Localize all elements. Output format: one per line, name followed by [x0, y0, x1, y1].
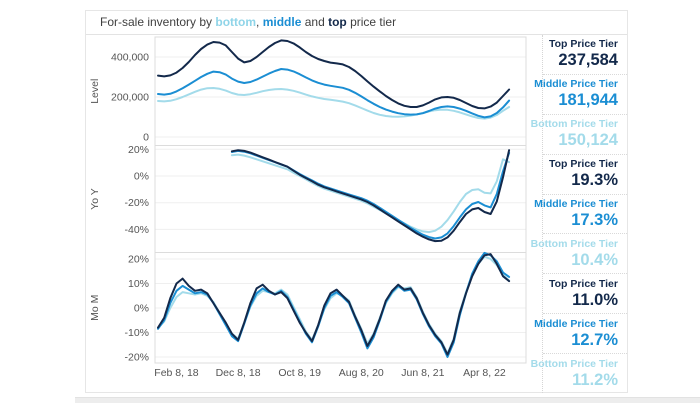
level-panel-frame: [154, 36, 527, 146]
stat-label: Top Price Tier: [548, 277, 618, 290]
stat-value: 150,124: [558, 131, 618, 150]
stat-mom-top: Top Price Tier 11.0%: [543, 274, 627, 315]
mom-ytick-label: 10%: [128, 278, 149, 290]
x-tick-label: Apr 8, 22: [463, 367, 506, 379]
stat-label: Top Price Tier: [548, 38, 618, 51]
stat-mom-bottom: Bottom Price Tier 11.2%: [531, 354, 627, 393]
yoy-ytick-label: 0%: [134, 171, 149, 183]
level-bottom-tier-line: [157, 87, 511, 120]
title-part-6: price tier: [346, 15, 397, 29]
yoy-ytick-label: -40%: [124, 224, 149, 236]
x-tick-label: Feb 8, 18: [154, 367, 199, 379]
level-axis-title: Level: [89, 79, 101, 104]
stat-yoy-top: Top Price Tier 19.3%: [543, 155, 627, 195]
mom-ytick-label: 20%: [128, 254, 149, 266]
mom-ytick-label: 0%: [134, 303, 149, 315]
stat-mom-middle: Middle Price Tier 12.7%: [534, 314, 627, 355]
stat-label: Top Price Tier: [548, 158, 618, 171]
inventory-line-chart[interactable]: 0 200,000 400,000 Level 20% 0% -20% -40% Yo Y 20%…: [86, 35, 544, 393]
mom-ytick-label: -10%: [124, 327, 149, 339]
level-ytick-label: 0: [143, 132, 149, 144]
level-top-tier-line: [157, 39, 511, 110]
stat-label: Bottom Price Tier: [530, 357, 618, 370]
stat-value: 12.7%: [571, 330, 618, 349]
stat-label: Bottom Price Tier: [530, 237, 618, 250]
title-part-4: and: [301, 15, 329, 29]
chart-title: For-sale inventory by bottom, middle and…: [86, 11, 627, 35]
stats-panel: Top Price Tier 237,584 Middle Price Tier 18…: [531, 35, 627, 393]
mom-top-tier-line: [157, 253, 511, 356]
stat-value: 11.2%: [572, 370, 618, 389]
level-ytick-label: 200,000: [111, 92, 149, 104]
title-part-3: middle: [262, 15, 302, 29]
stat-value: 19.3%: [571, 171, 618, 190]
stat-label: Middle Price Tier: [534, 317, 618, 330]
level-middle-tier-line: [157, 68, 511, 119]
title-part-0: For-sale inventory by: [100, 15, 216, 29]
title-part-5: top: [328, 15, 347, 29]
x-tick-label: Aug 8, 20: [339, 367, 384, 379]
stat-level-top: Top Price Tier 237,584: [543, 35, 627, 75]
chart-card: For-sale inventory by bottom, middle and…: [85, 10, 628, 393]
bottom-divider: [75, 397, 700, 403]
stat-yoy-middle: Middle Price Tier 17.3%: [534, 195, 627, 235]
yoy-ytick-label: -20%: [124, 197, 149, 209]
stat-value: 181,944: [558, 91, 618, 110]
mom-ytick-label: -20%: [124, 352, 149, 364]
stat-level-bottom: Bottom Price Tier 150,124: [531, 115, 627, 155]
level-ytick-label: 400,000: [111, 52, 149, 64]
title-part-1: bottom: [215, 15, 257, 29]
mom-panel-frame: [154, 252, 527, 364]
x-tick-label: Dec 8, 18: [216, 367, 261, 379]
stat-value: 10.4%: [571, 250, 618, 269]
stat-label: Middle Price Tier: [534, 78, 618, 91]
yoy-top-tier-line: [230, 149, 511, 243]
x-tick-label: Jun 8, 21: [401, 367, 444, 379]
stat-label: Middle Price Tier: [534, 198, 618, 210]
stat-value: 237,584: [558, 51, 618, 70]
x-tick-label: Oct 8, 19: [278, 367, 321, 379]
yoy-bottom-tier-line: [230, 153, 511, 234]
title-part-2: ,: [256, 15, 263, 29]
yoy-ytick-label: 20%: [128, 144, 149, 156]
stat-level-middle: Middle Price Tier 181,944: [534, 75, 627, 115]
yoy-axis-title: Yo Y: [89, 188, 101, 210]
stat-value: 11.0%: [572, 290, 618, 309]
stat-yoy-bottom: Bottom Price Tier 10.4%: [531, 234, 627, 275]
yoy-panel-frame: [154, 145, 527, 253]
chart-body: 0 200,000 400,000 Level 20% 0% -20% -40% Yo Y 20%…: [86, 35, 627, 393]
mom-bottom-tier-line: [157, 255, 511, 355]
stat-value: 17.3%: [571, 211, 618, 229]
stat-label: Bottom Price Tier: [530, 118, 618, 131]
mom-axis-title: Mo M: [89, 295, 101, 321]
mom-middle-tier-line: [157, 251, 511, 358]
